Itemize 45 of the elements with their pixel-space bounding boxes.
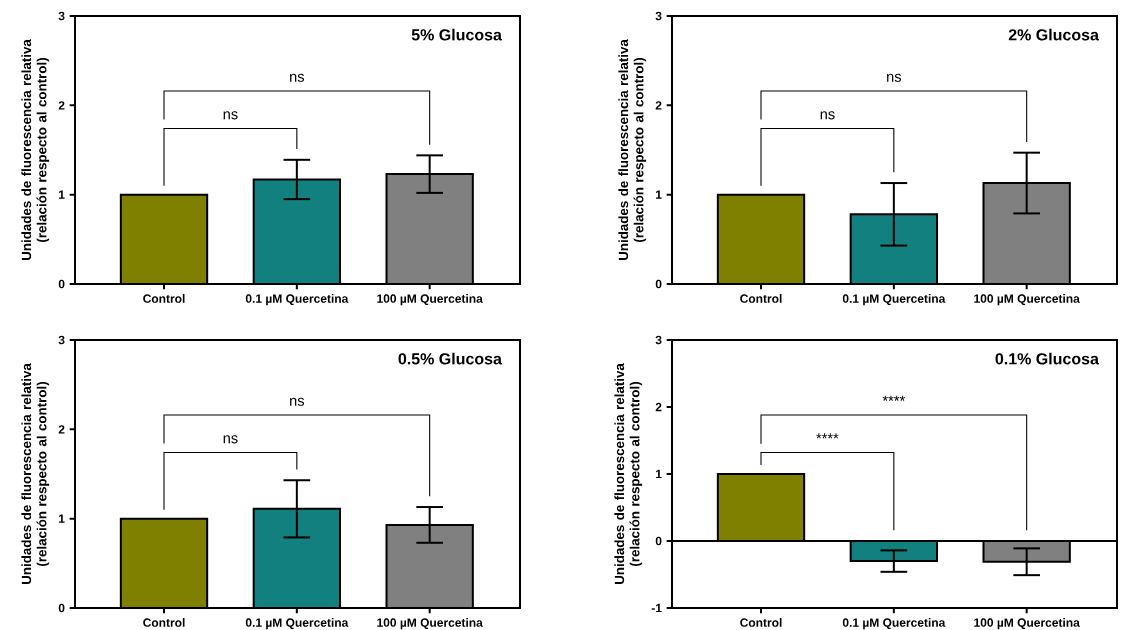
x-tick-label: Control	[740, 618, 782, 627]
annotation: ****	[816, 433, 839, 439]
y-tick-label: 3	[655, 11, 662, 21]
x-tick-label: 0.1 µM Quercetina	[245, 294, 349, 306]
annotation: ns	[290, 73, 305, 82]
x-tick-label: Control	[143, 618, 185, 627]
annotation: ns	[223, 435, 238, 444]
annotation: ****	[882, 395, 906, 401]
y-tick-label: 0	[655, 536, 662, 546]
y-tick-label: -1	[651, 603, 662, 613]
y-tick-label: 3	[655, 335, 662, 345]
x-tick-label: 100 µM Quercetina	[377, 618, 483, 630]
y-tick-label: 2	[58, 101, 65, 110]
y-tick-label: 2	[655, 402, 662, 412]
x-tick-label: Control	[740, 294, 782, 303]
x-tick-label: 0.1 µM Quercetina	[245, 618, 349, 630]
text: 2% Glucosa	[1008, 28, 1100, 41]
y-tick-label: 1	[656, 190, 662, 199]
x-tick-label: 100 µM Quercetina	[974, 294, 1080, 306]
annotation: ns	[887, 73, 902, 82]
y-tick-label: 2	[655, 101, 662, 110]
annotation: ns	[290, 397, 305, 406]
y-axis-title: Unidades de fluorescencia relativa (relación respecto al control)	[614, 363, 643, 584]
x-tick-label: 0.1 µM Quercetina	[842, 618, 946, 630]
text: 0.1% Glucosa	[995, 352, 1100, 365]
y-tick-label: 1	[59, 514, 65, 523]
y-tick-label: 1	[656, 469, 662, 479]
x-tick-label: Control	[143, 294, 185, 303]
x-tick-label: 100 µM Quercetina	[974, 618, 1080, 630]
y-tick-label: 3	[58, 11, 65, 21]
annotation: ns	[223, 111, 238, 120]
y-axis-title: Unidades de fluorescencia relativa (relación respecto al control)	[21, 363, 50, 584]
y-axis-title: Unidades de fluorescencia relativa (relación respecto al control)	[618, 39, 647, 260]
y-tick-label: 0	[58, 279, 65, 289]
x-tick-label: 100 µM Quercetina	[377, 294, 483, 306]
y-tick-label: 0	[655, 279, 662, 289]
text: 0.5% Glucosa	[398, 352, 503, 365]
y-tick-label: 3	[58, 335, 65, 345]
text: 5% Glucosa	[411, 28, 503, 41]
y-tick-label: 1	[59, 190, 65, 199]
y-tick-label: 2	[58, 425, 65, 434]
y-axis-title: Unidades de fluorescencia relativa (relación respecto al control)	[21, 39, 50, 260]
y-tick-label: 0	[58, 603, 65, 613]
annotation: ns	[820, 111, 835, 120]
x-tick-label: 0.1 µM Quercetina	[842, 294, 946, 306]
